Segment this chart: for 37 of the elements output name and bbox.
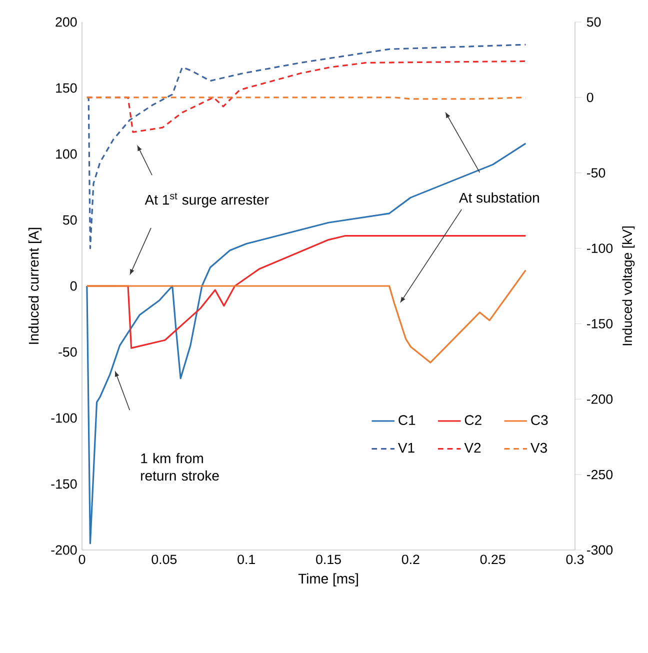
x-tick-label: 0.15: [316, 554, 341, 564]
y-tick-label: -100: [51, 413, 77, 423]
legend-label: V2: [464, 442, 481, 453]
y2-tick-label: 0: [586, 92, 594, 102]
x-tick-label: 0: [78, 554, 86, 564]
annotation: At substation: [458, 192, 539, 203]
x-tick-label: 0.3: [566, 554, 584, 564]
legend-label: C3: [531, 415, 548, 426]
y2-tick-label: -150: [586, 318, 613, 328]
y2-tick-label: -200: [586, 394, 613, 404]
x-tick-label: 0.05: [152, 554, 177, 564]
annotation: 1 km from return stroke: [141, 453, 219, 481]
y2-tick-label: -50: [586, 168, 606, 178]
legend-label: C2: [464, 415, 482, 426]
y2-axis-title: Induced voltage [kV]: [622, 226, 635, 346]
legend-label: C1: [398, 415, 416, 426]
y2-tick-label: -300: [586, 545, 613, 555]
y-tick-label: -150: [51, 479, 77, 489]
x-tick-label: 0.2: [402, 554, 420, 564]
legend-label: V3: [530, 442, 547, 453]
y-tick-label: -200: [51, 545, 77, 555]
y-tick-label: 150: [56, 83, 77, 93]
annotation: At 1$^{st}$ surge arrester: [144, 192, 269, 208]
y-tick-label: 100: [56, 149, 77, 159]
x-tick-label: 0.25: [480, 554, 506, 564]
legend-label: V1: [398, 442, 414, 453]
y-tick-label: 50: [63, 215, 77, 225]
line-series: [86, 269, 526, 364]
y-tick-label: 0: [70, 281, 77, 291]
y-tick-label: -50: [58, 347, 77, 357]
y2-tick-label: 50: [586, 17, 601, 27]
x-tick-label: 0.1: [238, 554, 255, 564]
y-axis-title: Induced current [A]: [28, 228, 42, 344]
x-axis-title: Time [ms]: [298, 573, 358, 586]
y2-tick-label: -100: [586, 244, 613, 253]
y2-tick-label: -250: [586, 470, 613, 480]
y-tick-label: 200: [56, 17, 77, 27]
